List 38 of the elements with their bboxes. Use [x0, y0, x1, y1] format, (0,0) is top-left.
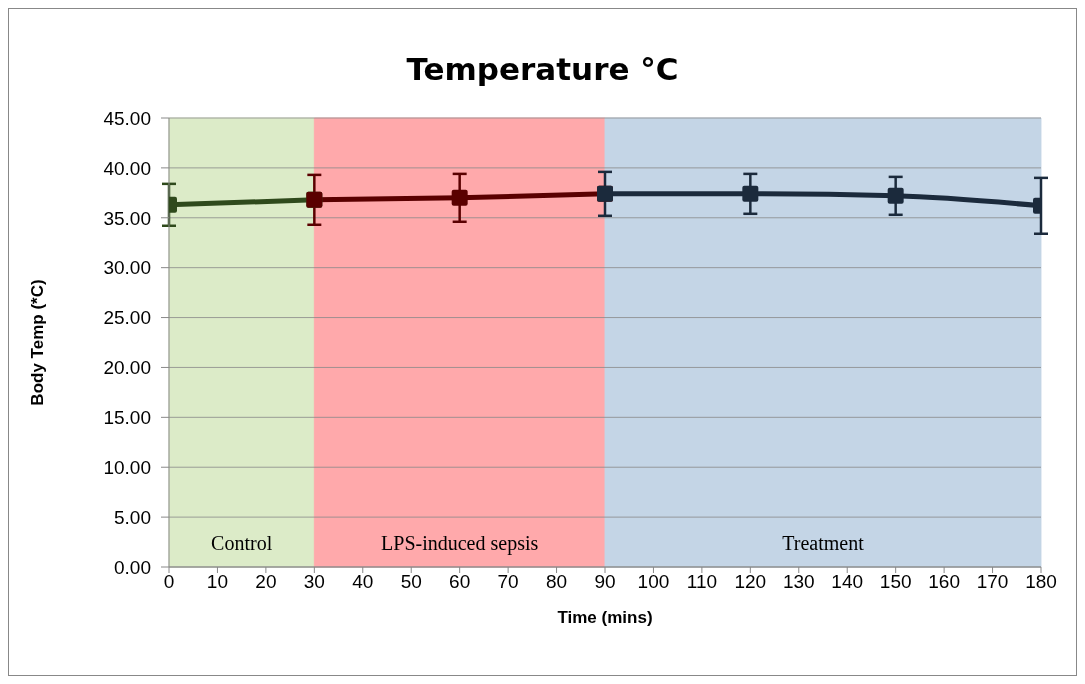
x-tick-label: 120	[734, 571, 767, 593]
x-tick-label: 140	[831, 571, 864, 593]
x-tick-label: 150	[879, 571, 912, 593]
chart-title: Temperature °C	[405, 51, 680, 87]
y-tick-label: 0.00	[114, 556, 151, 578]
x-tick-label: 10	[206, 571, 229, 593]
x-tick-label: 130	[782, 571, 815, 593]
x-tick-label: 30	[303, 571, 325, 593]
x-tick-label: 40	[352, 571, 374, 593]
x-tick-label: 100	[637, 571, 670, 593]
y-tick-label: 10.00	[103, 456, 151, 478]
y-tick-label: 45.00	[103, 107, 151, 129]
y-tick-label: 25.00	[103, 307, 151, 329]
x-tick-label: 110	[686, 571, 718, 593]
y-tick-label: 20.00	[103, 357, 151, 379]
y-tick-label: 40.00	[103, 157, 151, 179]
y-tick-label: 30.00	[103, 257, 151, 279]
x-tick-label: 180	[1025, 571, 1057, 593]
x-axis-title: Time (mins)	[557, 608, 653, 627]
x-tick-label: 50	[400, 571, 422, 593]
band-label: Treatment	[782, 532, 865, 554]
band-label: Control	[211, 532, 273, 554]
y-tick-label: 35.00	[103, 207, 151, 229]
point	[742, 185, 759, 202]
x-tick-label: 20	[255, 571, 277, 593]
point	[887, 187, 904, 204]
x-tick-label: 0	[163, 571, 175, 593]
x-tick-label: 90	[594, 571, 616, 593]
x-tick-label: 170	[976, 571, 1009, 593]
point	[451, 189, 468, 206]
y-tick-label: 5.00	[114, 506, 151, 528]
y-axis-title: Body Temp (*C)	[28, 279, 48, 406]
x-tick-label: 160	[928, 571, 960, 593]
x-tick-label: 70	[497, 571, 519, 593]
y-tick-label: 15.00	[103, 407, 151, 429]
x-tick-label: 60	[449, 571, 471, 593]
x-tick-label: 80	[545, 571, 568, 593]
band-label: LPS-induced sepsis	[381, 532, 539, 555]
